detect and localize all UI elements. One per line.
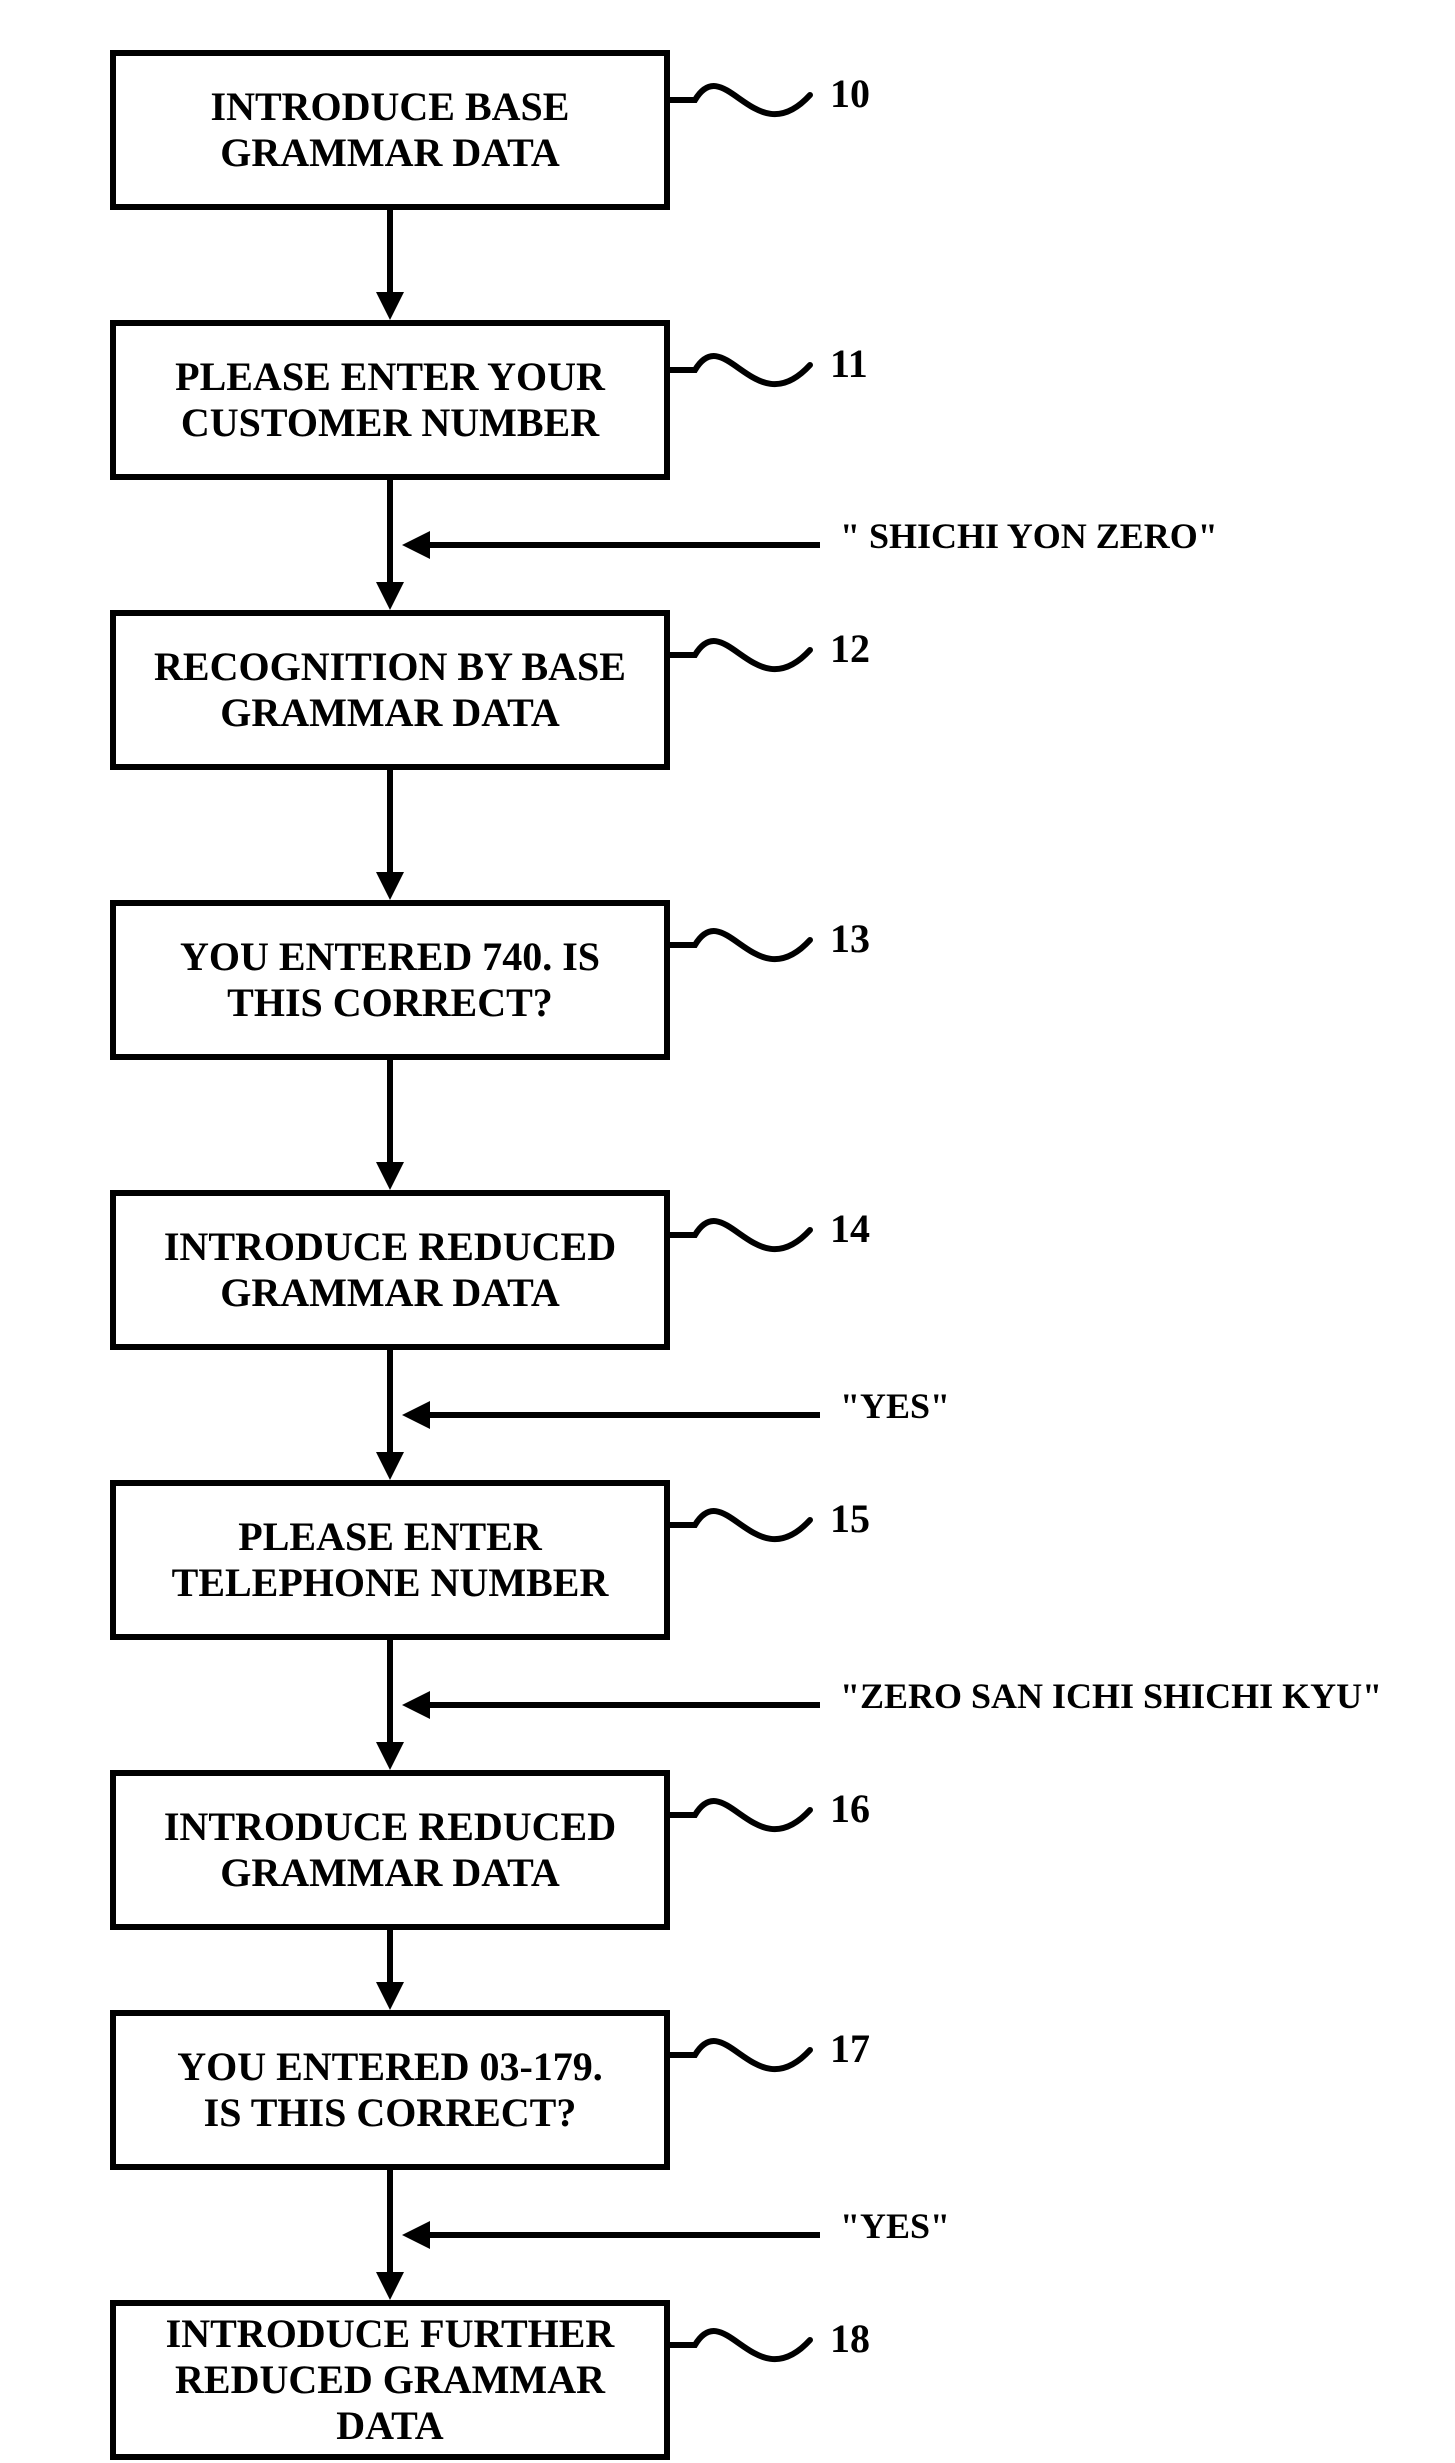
ref-label-11: 11 <box>830 340 868 387</box>
ref-label-13: 13 <box>830 915 870 962</box>
ref-label-15: 15 <box>830 1495 870 1542</box>
flow-node-text: INTRODUCE BASE GRAMMAR DATA <box>211 84 570 176</box>
flow-node-n12: RECOGNITION BY BASE GRAMMAR DATA <box>110 610 670 770</box>
flow-node-text: INTRODUCE REDUCED GRAMMAR DATA <box>164 1224 616 1316</box>
side-input-label: " SHICHI YON ZERO" <box>840 515 1218 557</box>
flow-node-text: PLEASE ENTER TELEPHONE NUMBER <box>172 1514 609 1606</box>
ref-label-14: 14 <box>830 1205 870 1252</box>
flow-node-text: YOU ENTERED 740. IS THIS CORRECT? <box>180 934 600 1026</box>
side-input-label: "YES" <box>840 2205 950 2247</box>
flow-node-n14: INTRODUCE REDUCED GRAMMAR DATA <box>110 1190 670 1350</box>
flow-node-n18: INTRODUCE FURTHER REDUCED GRAMMAR DATA <box>110 2300 670 2460</box>
flow-node-n17: YOU ENTERED 03-179. IS THIS CORRECT? <box>110 2010 670 2170</box>
flow-node-text: INTRODUCE FURTHER REDUCED GRAMMAR DATA <box>166 2311 615 2449</box>
flow-node-n10: INTRODUCE BASE GRAMMAR DATA <box>110 50 670 210</box>
ref-label-12: 12 <box>830 625 870 672</box>
flow-node-n13: YOU ENTERED 740. IS THIS CORRECT? <box>110 900 670 1060</box>
ref-label-17: 17 <box>830 2025 870 2072</box>
flow-node-n11: PLEASE ENTER YOUR CUSTOMER NUMBER <box>110 320 670 480</box>
side-input-label: "ZERO SAN ICHI SHICHI KYU" <box>840 1675 1382 1717</box>
flowchart-canvas: INTRODUCE BASE GRAMMAR DATA 10 PLEASE ENTE… <box>0 0 1455 2463</box>
ref-label-10: 10 <box>830 70 870 117</box>
flow-node-text: INTRODUCE REDUCED GRAMMAR DATA <box>164 1804 616 1896</box>
side-input-label: "YES" <box>840 1385 950 1427</box>
flow-node-text: PLEASE ENTER YOUR CUSTOMER NUMBER <box>175 354 605 446</box>
ref-label-16: 16 <box>830 1785 870 1832</box>
flow-node-n15: PLEASE ENTER TELEPHONE NUMBER <box>110 1480 670 1640</box>
ref-label-18: 18 <box>830 2315 870 2362</box>
flow-node-text: YOU ENTERED 03-179. IS THIS CORRECT? <box>177 2044 603 2136</box>
flow-node-n16: INTRODUCE REDUCED GRAMMAR DATA <box>110 1770 670 1930</box>
flow-node-text: RECOGNITION BY BASE GRAMMAR DATA <box>154 644 626 736</box>
